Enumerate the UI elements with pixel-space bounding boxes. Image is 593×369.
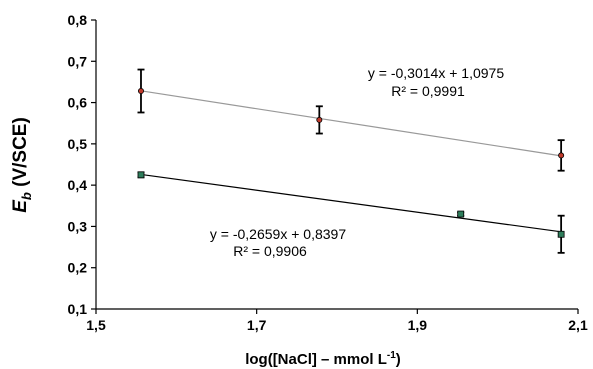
x-tick-label: 2,1 [568, 317, 588, 333]
y-tick-label: 0,7 [68, 53, 88, 69]
r2-series-1: R² = 0,9991 [391, 83, 465, 99]
data-point-series-2 [137, 171, 145, 179]
trendline-series-2 [140, 173, 562, 233]
x-tick-label: 1,7 [247, 317, 267, 333]
data-point-series-2 [457, 210, 465, 218]
y-tick-label: 0,8 [68, 12, 88, 28]
r2-series-2: R² = 0,9906 [233, 243, 307, 259]
y-tick-label: 0,3 [68, 218, 88, 234]
data-point-series-1 [316, 116, 323, 123]
axes: 0,1 0,2 0,3 0,4 0,5 0,6 0,7 0,8 1,5 1,7 1,9 2,1 [68, 12, 588, 333]
y-axis-label: Eb (V/SCE) [10, 117, 34, 213]
data-point-series-2 [557, 230, 565, 238]
series-layer [137, 68, 565, 254]
data-point-series-1 [137, 88, 144, 95]
equation-series-1: y = -0,3014x + 1,0975 [368, 65, 504, 81]
trendline-series-1 [140, 90, 562, 157]
y-tick-label: 0,4 [68, 177, 88, 193]
y-tick-label: 0,6 [68, 95, 88, 111]
y-tick-label: 0,2 [68, 260, 88, 276]
y-tick-label: 0,5 [68, 136, 88, 152]
equation-series-2: y = -0,2659x + 0,8397 [210, 226, 346, 242]
y-tick-label: 0,1 [68, 301, 88, 317]
x-tick-label: 1,5 [86, 317, 106, 333]
x-tick-label: 1,9 [408, 317, 428, 333]
data-point-series-1 [558, 152, 565, 159]
x-axis-label: log([NaCl] – mmol L-1) [245, 350, 401, 368]
